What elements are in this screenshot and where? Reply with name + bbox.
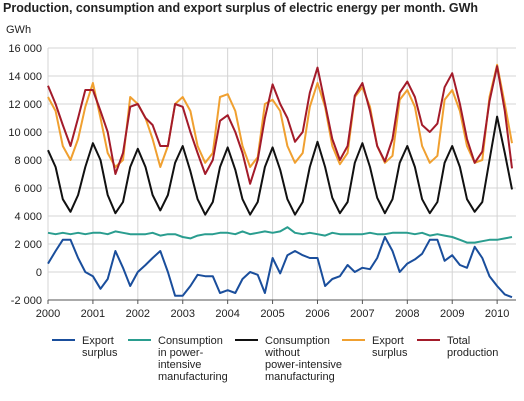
x-tick-label: 2002	[126, 308, 150, 320]
y-tick-label: 2 000	[14, 239, 42, 251]
data-line	[47, 115, 513, 216]
x-tick-label: 2007	[350, 308, 374, 320]
y-tick-label: 4 000	[14, 211, 42, 223]
y-tick-label: 14 000	[8, 71, 42, 83]
x-tick-label: 2006	[305, 308, 329, 320]
data-line	[47, 63, 513, 168]
y-tick-label: 10 000	[8, 127, 42, 139]
data-line	[47, 236, 513, 299]
legend-label: Export surplus	[82, 335, 118, 359]
y-tick-label: 12 000	[8, 99, 42, 111]
x-tick-label: 2009	[440, 308, 464, 320]
y-tick-label: 8 000	[14, 155, 42, 167]
legend-label: Export surplus	[372, 335, 408, 359]
legend-label: Consumption in power-intensive manufacturi…	[158, 335, 228, 383]
data-line	[47, 65, 513, 185]
y-tick-label: 6 000	[14, 183, 42, 195]
x-tick-label: 2010	[485, 308, 509, 320]
data-line	[47, 226, 513, 244]
x-tick-label: 2001	[81, 308, 105, 320]
x-tick-label: 2004	[215, 308, 239, 320]
legend-label: Total production	[447, 335, 498, 359]
y-tick-label: -2 000	[11, 295, 42, 307]
x-tick-label: 2000	[36, 308, 60, 320]
y-tick-label: 0	[36, 267, 42, 279]
x-tick-label: 2005	[260, 308, 284, 320]
x-tick-label: 2003	[170, 308, 194, 320]
y-tick-label: 16 000	[8, 43, 42, 55]
x-tick-label: 2008	[395, 308, 419, 320]
y-axis-label: GWh	[6, 24, 31, 36]
chart-title: Production, consumption and export surpl…	[3, 1, 478, 15]
legend-label: Consumption without power-intensive manufac…	[264, 335, 342, 383]
